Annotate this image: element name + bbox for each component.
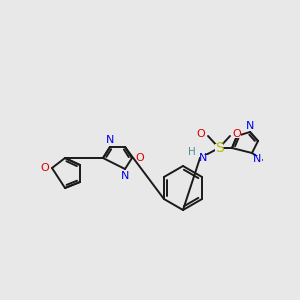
Bar	[107, 137, 113, 143]
Bar	[137, 155, 143, 161]
Bar	[190, 149, 194, 154]
Text: N: N	[199, 153, 207, 163]
Text: N: N	[253, 154, 261, 164]
Bar	[200, 154, 208, 161]
Text: O: O	[40, 163, 50, 173]
Text: O: O	[232, 129, 242, 139]
Bar	[197, 130, 205, 137]
Bar	[42, 165, 48, 171]
Text: N: N	[246, 121, 254, 131]
Bar	[253, 155, 262, 163]
Bar	[215, 144, 223, 152]
Bar	[122, 173, 128, 179]
Bar	[233, 130, 241, 137]
Bar	[246, 122, 254, 130]
Text: H: H	[188, 147, 196, 157]
Text: N: N	[121, 171, 129, 181]
Text: O: O	[136, 153, 144, 163]
Text: O: O	[196, 129, 206, 139]
Text: N: N	[106, 135, 114, 145]
Text: S: S	[214, 141, 224, 155]
